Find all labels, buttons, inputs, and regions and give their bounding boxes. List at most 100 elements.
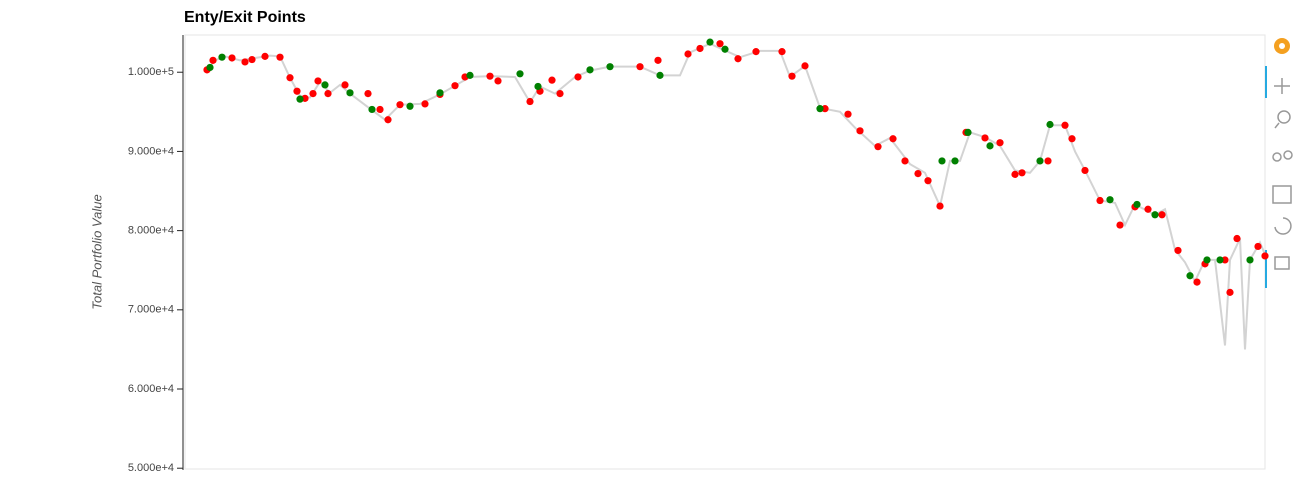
trade-point (1081, 166, 1089, 175)
trade-point (451, 82, 459, 90)
trade-point (636, 63, 644, 71)
y-tick-label: 5.000e+4 (128, 462, 174, 474)
trade-point (309, 90, 317, 98)
trade-point (1061, 121, 1069, 129)
pan-tool[interactable] (1274, 78, 1290, 94)
trade-point (816, 105, 824, 113)
trade-point (1193, 278, 1201, 286)
trade-point (656, 71, 664, 79)
trade-point (734, 55, 742, 63)
plot-frame (184, 34, 1266, 470)
trade-point (696, 44, 704, 53)
wheel-zoom-tool[interactable] (1272, 152, 1282, 162)
trade-point (209, 56, 217, 64)
trade-point (924, 177, 932, 185)
trade-point (516, 70, 524, 78)
trade-point (1011, 170, 1019, 178)
trade-point (844, 110, 852, 118)
trade-point (752, 48, 760, 56)
trade-point (241, 58, 249, 66)
trade-point (684, 50, 692, 58)
trade-point (1216, 256, 1224, 264)
y-tick-label: 6.000e+4 (128, 383, 174, 395)
trade-point (436, 89, 444, 97)
trade-point (1096, 196, 1104, 205)
trade-point (936, 202, 944, 210)
trade-point (986, 142, 994, 150)
trade-point (421, 100, 429, 108)
trade-point (486, 72, 494, 80)
trade-point (548, 76, 556, 84)
trade-point (1158, 211, 1166, 219)
trade-point (586, 66, 594, 74)
toolbar (1265, 38, 1293, 288)
trade-point (1036, 157, 1044, 165)
trade-point (276, 53, 284, 61)
trade-point (574, 73, 582, 81)
trade-point (964, 128, 972, 137)
trade-point (856, 127, 864, 135)
trade-point (996, 139, 1004, 147)
wheel-zoom-tool-lens (1283, 150, 1293, 160)
trade-point (1044, 157, 1052, 165)
trade-point (218, 53, 226, 61)
trade-point (1133, 200, 1141, 209)
trade-point (1151, 211, 1159, 219)
trade-point (321, 81, 329, 89)
trade-point (396, 101, 404, 109)
reset-tool[interactable] (1274, 217, 1292, 235)
trade-point (314, 77, 322, 85)
portfolio-line (204, 42, 1266, 350)
trade-point (296, 95, 304, 103)
trade-point (889, 135, 897, 143)
trade-point (1261, 252, 1269, 260)
trade-point (606, 63, 614, 71)
trade-point (1018, 169, 1026, 177)
bokeh-logo-center (1279, 43, 1285, 49)
trade-point (938, 157, 946, 165)
trade-point (914, 169, 922, 178)
y-tick-label: 9.000e+4 (128, 145, 174, 157)
trade-point (494, 77, 502, 85)
hover-tool[interactable] (1274, 256, 1290, 270)
trade-point (1226, 288, 1234, 296)
trade-point (534, 82, 542, 91)
trade-point (324, 90, 332, 98)
trade-point (951, 157, 959, 165)
trade-point (228, 54, 236, 62)
trade-point (368, 105, 376, 114)
trade-point (1203, 256, 1211, 264)
trade-point (526, 97, 534, 106)
trade-point (981, 134, 989, 142)
trade-point (286, 74, 294, 82)
trade-point (346, 89, 354, 97)
trade-point (801, 62, 809, 70)
trade-point (788, 72, 796, 80)
chart-title: Enty/Exit Points (184, 9, 306, 26)
zoom-tool[interactable] (1277, 110, 1291, 124)
y-tick-label: 8.000e+4 (128, 225, 174, 237)
trade-point (716, 40, 724, 48)
trade-point (654, 56, 662, 64)
trade-point (901, 157, 909, 165)
trade-point (1221, 256, 1229, 264)
trade-point (1068, 135, 1076, 143)
trade-point (406, 102, 414, 110)
trade-point (1144, 205, 1152, 213)
trade-point (1106, 196, 1114, 204)
trade-point (1046, 120, 1054, 129)
y-axis-label: Total Portfolio Value (89, 194, 104, 309)
trade-point (778, 48, 786, 56)
trade-point (261, 52, 269, 60)
trade-point (1116, 221, 1124, 229)
trade-point (1233, 234, 1241, 243)
trade-point (1174, 246, 1182, 255)
trade-point (821, 105, 829, 113)
trade-point (384, 116, 392, 124)
trade-point (206, 63, 214, 72)
save-tool[interactable] (1272, 185, 1292, 204)
trade-point (364, 90, 372, 98)
trade-point (1254, 242, 1262, 251)
trade-point (341, 81, 349, 89)
